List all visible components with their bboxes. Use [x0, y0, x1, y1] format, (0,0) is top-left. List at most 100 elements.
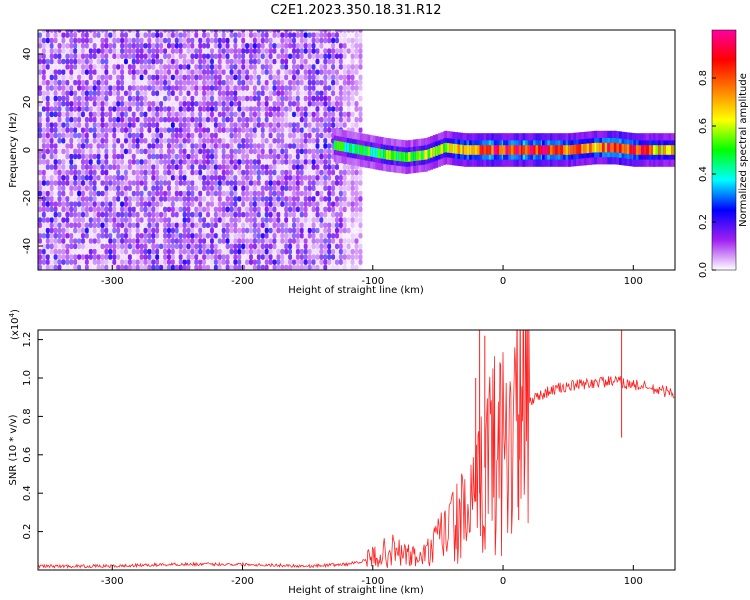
spectrogram-cell: [331, 190, 336, 197]
spectrogram-cell: [190, 127, 195, 133]
spectrogram-cell: [69, 238, 74, 244]
spectrogram-cell: [354, 206, 359, 213]
spectrogram-cell: [256, 254, 261, 260]
spectrogram-cell: [182, 90, 187, 96]
spectrogram-cell: [100, 58, 105, 65]
spectrogram-cell: [104, 164, 109, 170]
spectrogram-cell: [73, 254, 78, 260]
spectrogram-cell: [139, 53, 144, 59]
spectrogram-cell: [327, 254, 332, 260]
spectrogram-cell: [104, 264, 109, 270]
spectrogram-cell: [159, 132, 164, 139]
spectrogram-cell: [38, 138, 42, 144]
spectrogram-cell: [178, 254, 183, 260]
spectrogram-cell: [124, 264, 128, 270]
spectrogram-cell: [135, 32, 140, 38]
spectrogram-cell: [77, 190, 82, 197]
spectrogram-cell: [100, 217, 105, 223]
spectrogram-cell: [276, 90, 281, 96]
spectrogram-cell: [198, 101, 203, 107]
spectrogram-cell: [245, 201, 250, 207]
spectrogram-cell: [233, 30, 238, 33]
spectrogram-cell: [264, 138, 269, 144]
spectrogram-cell: [307, 43, 312, 49]
spectrogram-cell: [77, 254, 82, 260]
spectrogram-cell: [147, 243, 152, 250]
spectrogram-cell: [249, 164, 253, 170]
spectrogram-cell: [256, 169, 261, 176]
spectrogram-cell: [163, 116, 168, 123]
spectrogram-cell: [167, 196, 171, 202]
spectrogram-cell: [65, 180, 70, 186]
spectrogram-cell: [104, 159, 109, 165]
spectrogram-cell: [163, 74, 168, 81]
spectrogram-cell: [73, 90, 78, 96]
spectrogram-cell: [120, 206, 125, 213]
spectrogram-cell: [81, 64, 85, 70]
spectrogram-band-cell: [663, 145, 667, 155]
spectrogram-cell: [210, 43, 214, 49]
spectrogram-cell: [151, 264, 156, 270]
spectrogram-cell: [268, 37, 273, 44]
spectrogram-cell: [303, 248, 308, 255]
spectrogram-cell: [268, 243, 273, 250]
spectrogram-cell: [61, 122, 66, 128]
spectrogram-cell: [84, 32, 89, 38]
spectrogram-band-cell: [505, 145, 509, 155]
spectrogram-cell: [45, 159, 50, 165]
spectrogram-cell: [182, 227, 187, 234]
spectrogram-cell: [237, 32, 242, 38]
spectrogram-cell: [245, 79, 250, 86]
spectrogram-cell: [213, 138, 218, 144]
spectrogram-cell: [194, 116, 199, 123]
spectrogram-cell: [170, 233, 175, 239]
spectrogram-cell: [338, 238, 343, 244]
spectrogram-cell: [92, 217, 97, 223]
spectrogram-cell: [350, 85, 355, 91]
spectrogram-cell: [127, 264, 132, 270]
spectrogram-cell: [315, 164, 320, 170]
spectrogram-cell: [108, 259, 113, 265]
spectrogram-cell: [229, 74, 234, 81]
spectrogram-cell: [245, 185, 250, 191]
spectrogram-cell: [299, 164, 304, 170]
spectrogram-cell: [245, 64, 250, 70]
spectrogram-cell: [194, 248, 199, 255]
spectrogram-cell: [256, 48, 261, 54]
spectrogram-cell: [116, 222, 121, 228]
spectrogram-cell: [81, 148, 85, 155]
spectrogram-cell: [346, 238, 351, 244]
spectrogram-cell: [288, 175, 293, 181]
spectrogram-cell: [217, 30, 222, 33]
spectrogram-cell: [190, 106, 195, 112]
spectrogram-cell: [53, 211, 58, 218]
spectrogram-cell: [170, 79, 175, 86]
spectrogram-cell: [342, 116, 347, 123]
spectrogram-cell: [92, 111, 97, 118]
spectrogram-cell: [139, 248, 144, 255]
spectrogram-cell: [210, 148, 214, 155]
spectrogram-cell: [198, 69, 203, 75]
spectrogram-cell: [127, 248, 132, 255]
spectrogram-cell: [104, 185, 109, 191]
spectrogram-cell: [96, 90, 101, 96]
spectrogram-cell: [57, 211, 62, 218]
spectrogram-cell: [61, 254, 66, 260]
snr-multiplier-base: (x10: [10, 317, 21, 340]
spectrogram-cell: [245, 153, 250, 160]
spectrogram-cell: [92, 190, 97, 197]
spectrogram-band-cell: [437, 145, 441, 155]
spectrogram-band-cell: [388, 150, 392, 160]
spectrogram-cell: [319, 85, 324, 91]
spectrogram-cell: [225, 58, 230, 65]
spectrogram-cell: [260, 243, 265, 250]
spectrogram-cell: [303, 159, 308, 165]
spectrogram-cell: [92, 243, 97, 250]
spectrogram-cell: [104, 37, 109, 44]
spectrogram-cell: [155, 69, 160, 75]
spectrogram-cell: [116, 227, 121, 234]
spectrogram-cell: [190, 206, 195, 213]
spectrogram-cell: [319, 32, 324, 38]
spectrogram-cell: [225, 69, 230, 75]
spectrogram-cell: [53, 32, 58, 38]
